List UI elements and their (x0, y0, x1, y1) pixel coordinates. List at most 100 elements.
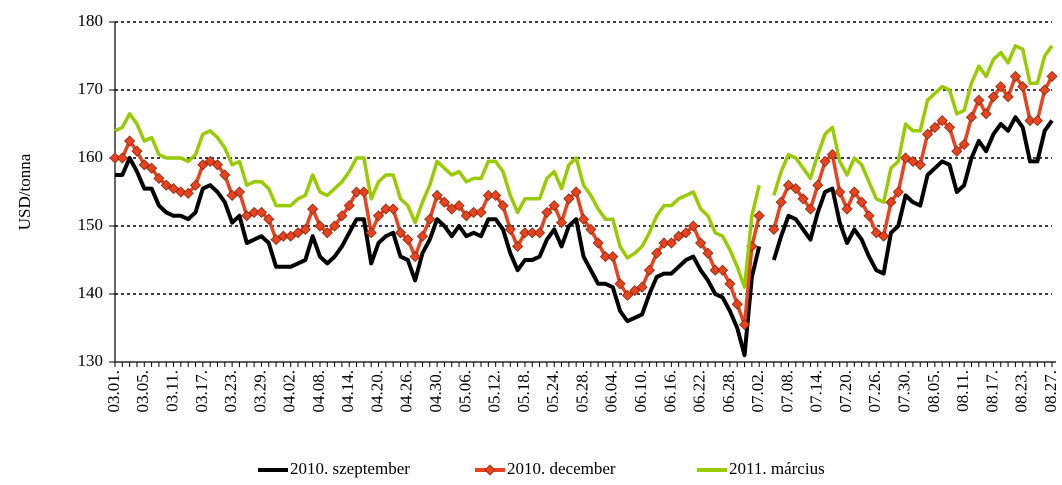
data-point (1009, 70, 1021, 82)
data-point (614, 278, 626, 290)
data-point (497, 200, 509, 212)
x-tick-label: 07.02. (748, 370, 767, 413)
series-line (114, 44, 1054, 289)
x-tick-label: 07.14. (807, 370, 826, 413)
data-point (146, 162, 158, 174)
data-point (189, 179, 202, 191)
data-point (197, 159, 209, 171)
data-point (782, 179, 795, 191)
data-point (797, 193, 809, 205)
data-point (431, 189, 443, 201)
data-point (563, 193, 575, 205)
series-line (115, 115, 1054, 358)
data-point (738, 319, 751, 331)
data-point (116, 152, 128, 164)
x-tick-label: 03.11. (162, 370, 181, 412)
data-point (204, 155, 216, 167)
data-point (885, 196, 897, 208)
x-tick-label: 06.10. (631, 370, 650, 413)
legend-label: 2011. március (729, 459, 825, 478)
data-point (987, 91, 1000, 103)
x-tick-label: 07.30. (895, 370, 914, 413)
x-tick-label: 08.23. (1012, 370, 1031, 413)
data-point (856, 196, 868, 208)
data-point (570, 186, 582, 198)
data-point (804, 203, 816, 215)
data-point (372, 210, 385, 222)
data-point (621, 289, 633, 301)
data-point (263, 213, 275, 225)
x-tick-label: 04.26. (397, 370, 416, 413)
data-point (453, 200, 465, 212)
data-point (980, 108, 992, 120)
data-point (153, 172, 165, 184)
y-tick-label: 170 (78, 79, 104, 98)
data-point (219, 169, 231, 181)
x-tick-label: 04.30. (426, 370, 445, 413)
data-point (512, 240, 524, 252)
x-tick-label: 03.29. (250, 370, 269, 413)
x-tick-label: 07.08. (777, 370, 796, 413)
data-point (841, 203, 853, 215)
y-tick-label: 180 (78, 11, 104, 30)
data-point (958, 138, 970, 150)
data-point (299, 223, 311, 235)
data-point (526, 227, 538, 239)
y-tick-label: 130 (78, 351, 104, 370)
data-point (680, 227, 692, 239)
data-point (314, 220, 326, 232)
data-point (592, 237, 604, 249)
data-point (424, 213, 436, 225)
data-point (577, 213, 590, 225)
x-tick-label: 03.01. (104, 370, 123, 413)
data-point (943, 121, 956, 133)
data-point (277, 230, 289, 242)
y-tick-label: 150 (78, 215, 104, 234)
x-tick-label: 03.23. (221, 370, 240, 413)
data-point (175, 186, 187, 198)
data-point (863, 210, 875, 222)
data-point (629, 285, 641, 297)
data-point (951, 145, 963, 157)
data-point (416, 230, 429, 242)
x-tick-label: 03.17. (192, 370, 211, 413)
x-tick-label: 08.17. (982, 370, 1001, 413)
data-point (182, 187, 194, 199)
data-point (1039, 84, 1051, 96)
data-point (211, 159, 224, 171)
data-point (131, 145, 143, 157)
x-tick-label: 04.02. (280, 370, 299, 413)
data-point (643, 264, 655, 276)
x-tick-label: 05.12. (485, 370, 504, 413)
data-point (343, 200, 355, 212)
data-point (468, 206, 480, 218)
data-point (160, 179, 172, 191)
data-point (534, 227, 546, 239)
data-point (248, 206, 260, 218)
x-tick-label: 05.28. (572, 370, 591, 413)
data-point (336, 210, 348, 222)
data-point (1017, 81, 1029, 93)
data-point (1002, 91, 1014, 103)
data-point (973, 94, 985, 106)
data-point (124, 135, 136, 147)
data-point (387, 203, 399, 215)
data-point (394, 227, 407, 239)
data-point (929, 121, 941, 133)
data-point (585, 223, 597, 235)
data-point (717, 264, 729, 276)
x-tick-label: 03.05. (133, 370, 152, 413)
data-point (921, 128, 934, 140)
data-point (138, 159, 150, 171)
data-point (724, 278, 736, 290)
data-point (790, 183, 802, 195)
data-point (1046, 70, 1058, 82)
data-point (548, 200, 560, 212)
x-tick-label: 06.22. (690, 370, 709, 413)
data-point (255, 206, 267, 218)
x-tick-label: 04.20. (367, 370, 386, 413)
data-point (380, 203, 392, 215)
data-point (695, 237, 707, 249)
data-point (651, 247, 663, 259)
